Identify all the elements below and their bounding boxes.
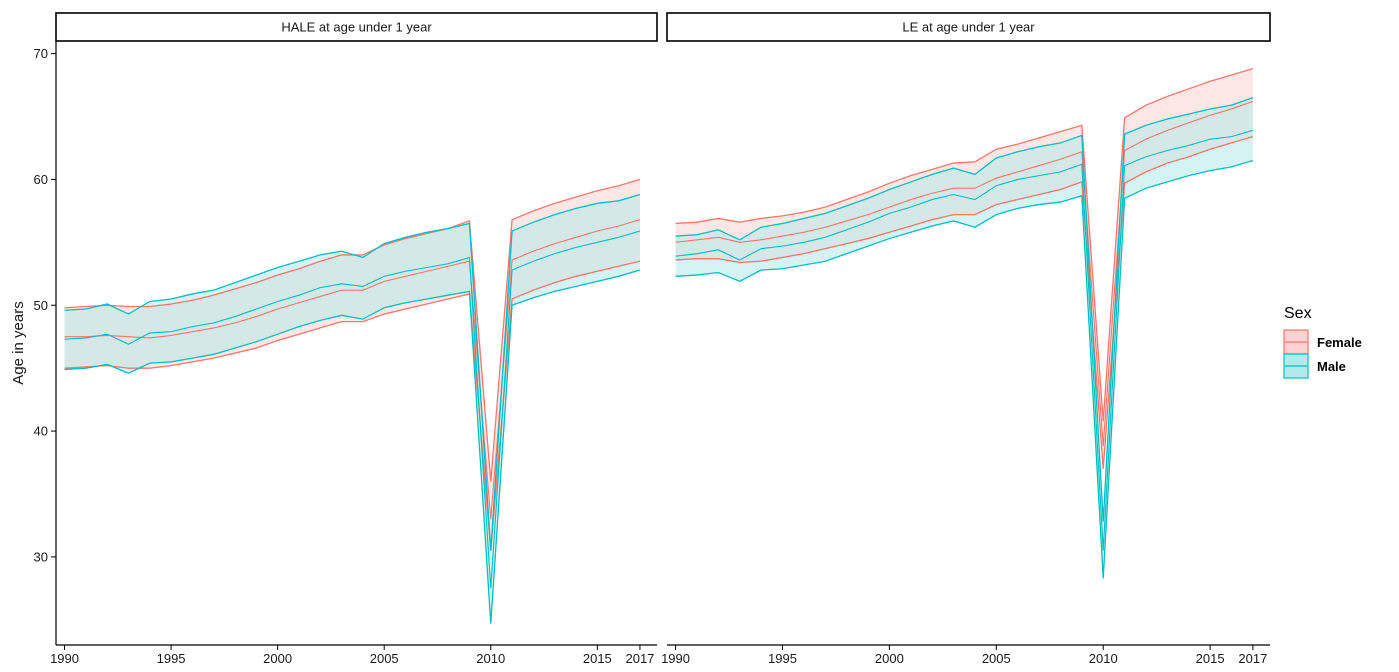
x-tick-label: 1990 xyxy=(661,651,690,666)
x-tick-label: 2000 xyxy=(263,651,292,666)
y-tick-label: 30 xyxy=(34,549,48,564)
x-tick-label: 2015 xyxy=(583,651,612,666)
x-tick-label: 1995 xyxy=(768,651,797,666)
panel-strip xyxy=(55,12,658,42)
series-line-female-lower-panel-1 xyxy=(64,260,641,551)
series-line-female-upper-panel-2 xyxy=(675,68,1254,422)
x-tick-label: 2000 xyxy=(875,651,904,666)
x-tick-label: 2005 xyxy=(370,651,399,666)
x-tick-label: 1990 xyxy=(50,651,79,666)
series-line-male-lower-panel-1 xyxy=(64,269,641,624)
x-tick-label: 1995 xyxy=(157,651,186,666)
series-line-male-upper-panel-1 xyxy=(64,193,641,551)
x-tick-label: 2010 xyxy=(1089,651,1118,666)
series-line-female-mean-panel-2 xyxy=(675,100,1254,447)
y-tick-label: 60 xyxy=(34,172,48,187)
x-tick-label: 2005 xyxy=(982,651,1011,666)
panel-strip-label: LE at age under 1 year xyxy=(902,20,1035,35)
series-line-male-mean-panel-1 xyxy=(64,230,641,589)
y-axis-label: Age in years xyxy=(10,301,27,384)
panel-strip xyxy=(666,12,1271,42)
legend-label-male: Male xyxy=(1317,359,1346,374)
legend-label-female: Female xyxy=(1317,335,1362,350)
x-tick-label: 2017 xyxy=(625,651,654,666)
x-tick-label: 2017 xyxy=(1238,651,1267,666)
series-line-male-upper-panel-2 xyxy=(675,97,1254,522)
x-tick-label: 2015 xyxy=(1196,651,1225,666)
x-tick-label: 2010 xyxy=(476,651,505,666)
y-tick-label: 50 xyxy=(34,298,48,313)
series-line-female-mean-panel-1 xyxy=(64,219,641,520)
legend-title: Sex xyxy=(1284,305,1312,322)
series-line-female-lower-panel-2 xyxy=(675,136,1254,469)
series-line-male-lower-panel-2 xyxy=(675,159,1254,579)
y-tick-label: 70 xyxy=(34,46,48,61)
panel-strip-label: HALE at age under 1 year xyxy=(281,20,432,35)
y-tick-label: 40 xyxy=(34,424,48,439)
ribbon-male-panel-1 xyxy=(64,194,640,624)
series-line-male-mean-panel-2 xyxy=(675,129,1254,551)
